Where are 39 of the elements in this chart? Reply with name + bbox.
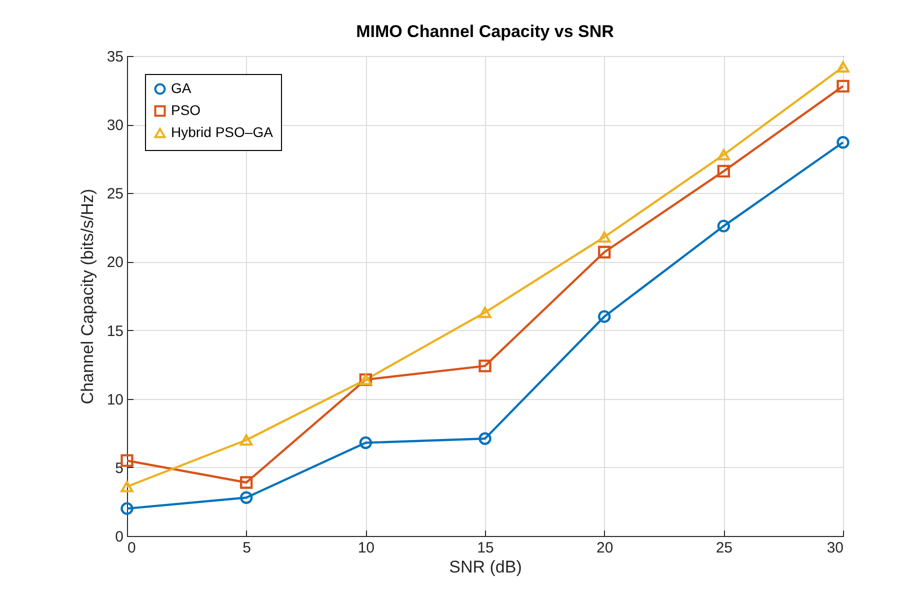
x-tick-label: 25	[716, 540, 733, 556]
point	[359, 436, 372, 450]
y-tick-label: 25	[106, 186, 124, 203]
point	[598, 246, 611, 258]
point	[240, 476, 253, 489]
point	[120, 502, 134, 515]
y-tick-label: 20	[106, 254, 124, 272]
y-tick-label: 15	[106, 322, 124, 340]
point	[836, 61, 850, 73]
legend-label: PSO	[171, 102, 201, 118]
point	[478, 306, 492, 318]
point	[717, 149, 730, 160]
y-tick-label: 10	[106, 391, 124, 408]
point	[598, 231, 611, 243]
x-tick-label: 15	[477, 540, 494, 556]
x-tick-label: 20	[596, 540, 614, 556]
legend-label: GA	[171, 80, 192, 96]
point	[240, 491, 253, 504]
legend-label: Hybrid PSO–GA	[171, 124, 274, 140]
y-axis-title: Channel Capacity (bits/s/Hz)	[78, 188, 97, 404]
point	[717, 220, 730, 232]
x-axis-title: SNR (dB)	[449, 558, 522, 576]
x-tick-label: 30	[826, 540, 844, 556]
point	[836, 136, 850, 149]
x-tick-label: 10	[358, 540, 375, 556]
y-tick-label: 30	[106, 117, 124, 134]
y-tick-label: 5	[115, 460, 124, 477]
point	[836, 80, 850, 93]
point	[478, 360, 492, 372]
y-tick-label: 35	[106, 48, 124, 66]
chart-title: MIMO Channel Capacity vs SNR	[356, 22, 614, 41]
point	[120, 480, 134, 492]
point	[717, 164, 730, 178]
x-tick-label: 0	[128, 540, 136, 556]
point	[240, 434, 253, 446]
y-tick-label: 0	[115, 528, 124, 546]
point	[478, 432, 492, 445]
x-tick-label: 5	[242, 540, 252, 556]
point	[598, 310, 611, 323]
